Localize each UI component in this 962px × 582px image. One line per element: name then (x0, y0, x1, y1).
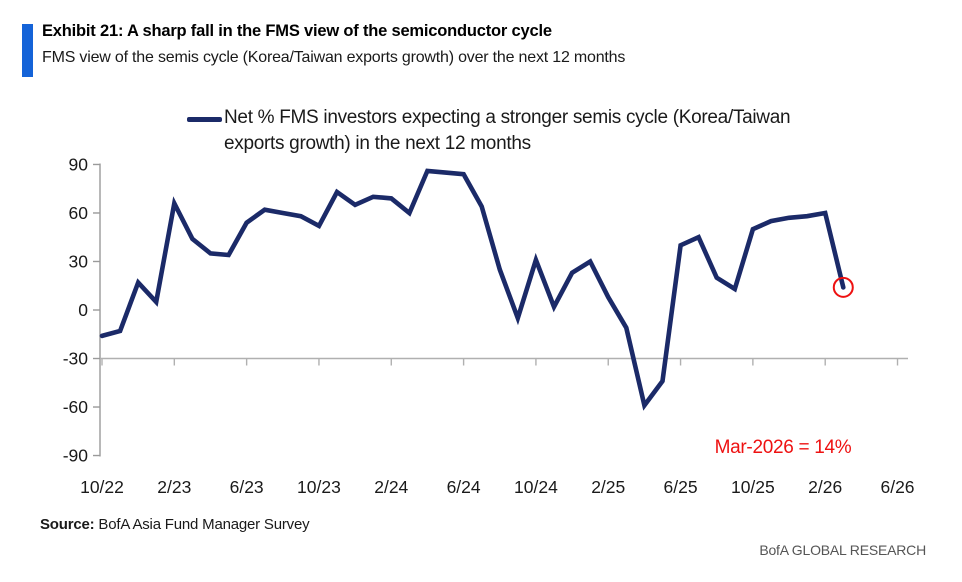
y-axis-tick-label: -90 (63, 446, 89, 466)
x-axis-tick-label: 6/25 (664, 477, 698, 497)
bofa-global-research-brand: BofA GLOBAL RESEARCH (759, 542, 926, 558)
legend-text-line1: Net % FMS investors expecting a stronger… (224, 107, 791, 128)
x-axis-tick-label: 2/23 (157, 477, 191, 497)
legend-line-marker (187, 117, 222, 122)
x-axis-tick-label: 6/26 (880, 477, 914, 497)
source-line: Source: BofA Asia Fund Manager Survey (40, 516, 310, 533)
y-axis-tick-label: -30 (63, 349, 89, 369)
source-text: BofA Asia Fund Manager Survey (94, 516, 310, 533)
x-axis-tick-label: 2/25 (591, 477, 625, 497)
y-axis-tick-label: 0 (78, 300, 88, 320)
x-axis-tick-label: 2/24 (374, 477, 408, 497)
x-axis-tick-label: 10/25 (731, 477, 775, 497)
x-axis-tick-label: 6/24 (447, 477, 481, 497)
x-axis-tick-label: 10/24 (514, 477, 558, 497)
x-axis-tick-label: 2/26 (808, 477, 842, 497)
y-axis-tick-label: -60 (63, 397, 89, 417)
chart-legend: Net % FMS investors expecting a stronger… (224, 105, 791, 157)
exhibit-accent-bar (22, 24, 33, 77)
x-axis-tick-label: 6/23 (230, 477, 264, 497)
y-axis-tick-label: 60 (69, 203, 89, 223)
y-axis-tick-label: 90 (69, 154, 89, 174)
exhibit-subtitle: FMS view of the semis cycle (Korea/Taiwa… (42, 49, 626, 66)
series-line (99, 168, 846, 411)
x-axis-tick-label: 10/23 (297, 477, 341, 497)
y-axis-tick-label: 30 (69, 251, 89, 271)
source-label: Source: (40, 516, 95, 533)
x-axis-tick-label: 10/22 (80, 477, 124, 497)
exhibit-title: Exhibit 21: A sharp fall in the FMS view… (42, 22, 552, 40)
legend-text-line2: exports growth) in the next 12 months (224, 133, 531, 154)
annotation-mar-2026: Mar-2026 = 14% (714, 437, 852, 458)
highlight-circle (832, 276, 854, 298)
